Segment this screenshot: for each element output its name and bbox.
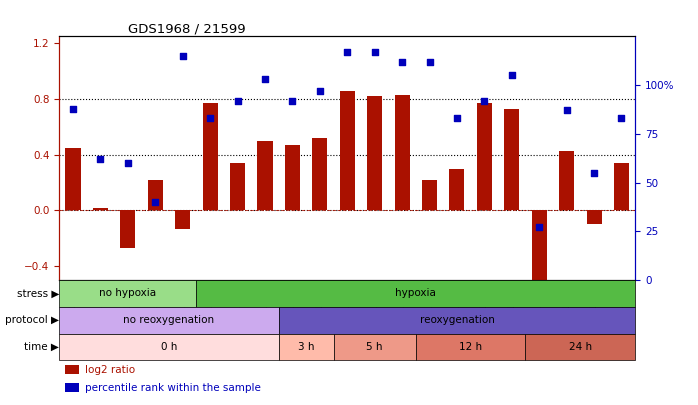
Bar <box>230 163 245 211</box>
Bar <box>559 151 574 211</box>
Bar <box>477 103 492 211</box>
Text: hypoxia: hypoxia <box>395 288 436 298</box>
Bar <box>59 334 279 360</box>
Text: reoxygenation: reoxygenation <box>419 315 494 325</box>
Text: time ▶: time ▶ <box>24 342 59 352</box>
Bar <box>66 148 80 211</box>
Bar <box>334 334 416 360</box>
Bar <box>59 307 279 334</box>
Point <box>452 115 463 122</box>
Point <box>314 88 325 94</box>
Bar <box>285 145 300 211</box>
Point <box>149 199 161 205</box>
Point <box>260 76 271 83</box>
Text: stress ▶: stress ▶ <box>17 288 59 298</box>
Point <box>232 98 243 104</box>
Point <box>205 115 216 122</box>
Point <box>95 156 106 162</box>
Point <box>616 115 627 122</box>
Bar <box>312 138 327 211</box>
Bar <box>93 208 108 211</box>
Point <box>177 53 188 59</box>
Point <box>588 170 600 176</box>
Text: percentile rank within the sample: percentile rank within the sample <box>85 383 261 393</box>
Point <box>122 160 133 166</box>
Bar <box>532 211 547 294</box>
Text: 5 h: 5 h <box>366 342 383 352</box>
Bar <box>279 334 334 360</box>
Text: 3 h: 3 h <box>298 342 314 352</box>
Point <box>287 98 298 104</box>
Bar <box>148 180 163 211</box>
Bar <box>416 334 526 360</box>
Text: GDS1968 / 21599: GDS1968 / 21599 <box>128 22 246 35</box>
Bar <box>59 280 196 307</box>
Point <box>424 59 435 65</box>
Point <box>506 72 517 79</box>
Bar <box>202 103 218 211</box>
Bar <box>586 211 602 224</box>
Point <box>369 49 380 55</box>
Text: 24 h: 24 h <box>569 342 592 352</box>
Bar <box>120 211 135 248</box>
Point <box>479 98 490 104</box>
Bar <box>450 168 464 211</box>
Bar <box>367 96 383 211</box>
Point <box>396 59 408 65</box>
Point <box>342 49 352 55</box>
Bar <box>614 163 629 211</box>
Text: 0 h: 0 h <box>161 342 177 352</box>
Bar <box>422 180 437 211</box>
Bar <box>340 91 355 211</box>
Point <box>68 105 79 112</box>
Bar <box>394 95 410 211</box>
Bar <box>175 211 191 228</box>
Text: 12 h: 12 h <box>459 342 482 352</box>
Point <box>561 107 572 114</box>
Text: protocol ▶: protocol ▶ <box>6 315 59 325</box>
Bar <box>526 334 635 360</box>
Bar <box>258 141 272 211</box>
Bar <box>504 109 519 211</box>
Bar <box>196 280 635 307</box>
Text: log2 ratio: log2 ratio <box>85 364 135 375</box>
Bar <box>65 365 80 374</box>
Text: no reoxygenation: no reoxygenation <box>124 315 214 325</box>
Point <box>534 224 545 230</box>
Bar <box>65 383 80 392</box>
Bar <box>279 307 635 334</box>
Text: no hypoxia: no hypoxia <box>99 288 156 298</box>
